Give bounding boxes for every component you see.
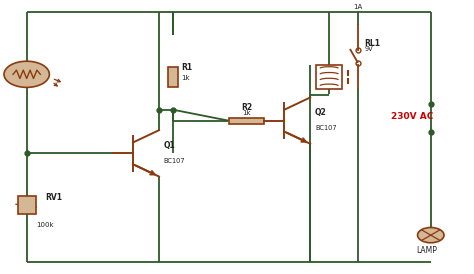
Text: 9V: 9V xyxy=(365,46,373,52)
Text: BC107: BC107 xyxy=(164,158,185,164)
Circle shape xyxy=(4,61,49,87)
Text: RV1: RV1 xyxy=(46,193,63,202)
Text: 100k: 100k xyxy=(36,222,54,228)
Text: 230V AC: 230V AC xyxy=(391,112,433,121)
Text: RL1: RL1 xyxy=(365,39,381,48)
Text: 1k: 1k xyxy=(242,110,250,116)
Bar xyxy=(18,196,36,214)
Text: 1A: 1A xyxy=(353,4,362,10)
Text: R1: R1 xyxy=(182,63,193,72)
Text: Q2: Q2 xyxy=(315,108,327,117)
Text: R2: R2 xyxy=(242,103,253,112)
Bar xyxy=(229,118,264,124)
Text: 1k: 1k xyxy=(182,75,191,81)
Text: LAMP: LAMP xyxy=(417,246,438,255)
Circle shape xyxy=(418,227,444,243)
Text: BC107: BC107 xyxy=(315,125,337,131)
Bar xyxy=(316,65,342,89)
Text: Q1: Q1 xyxy=(164,141,175,150)
Bar xyxy=(168,67,178,87)
